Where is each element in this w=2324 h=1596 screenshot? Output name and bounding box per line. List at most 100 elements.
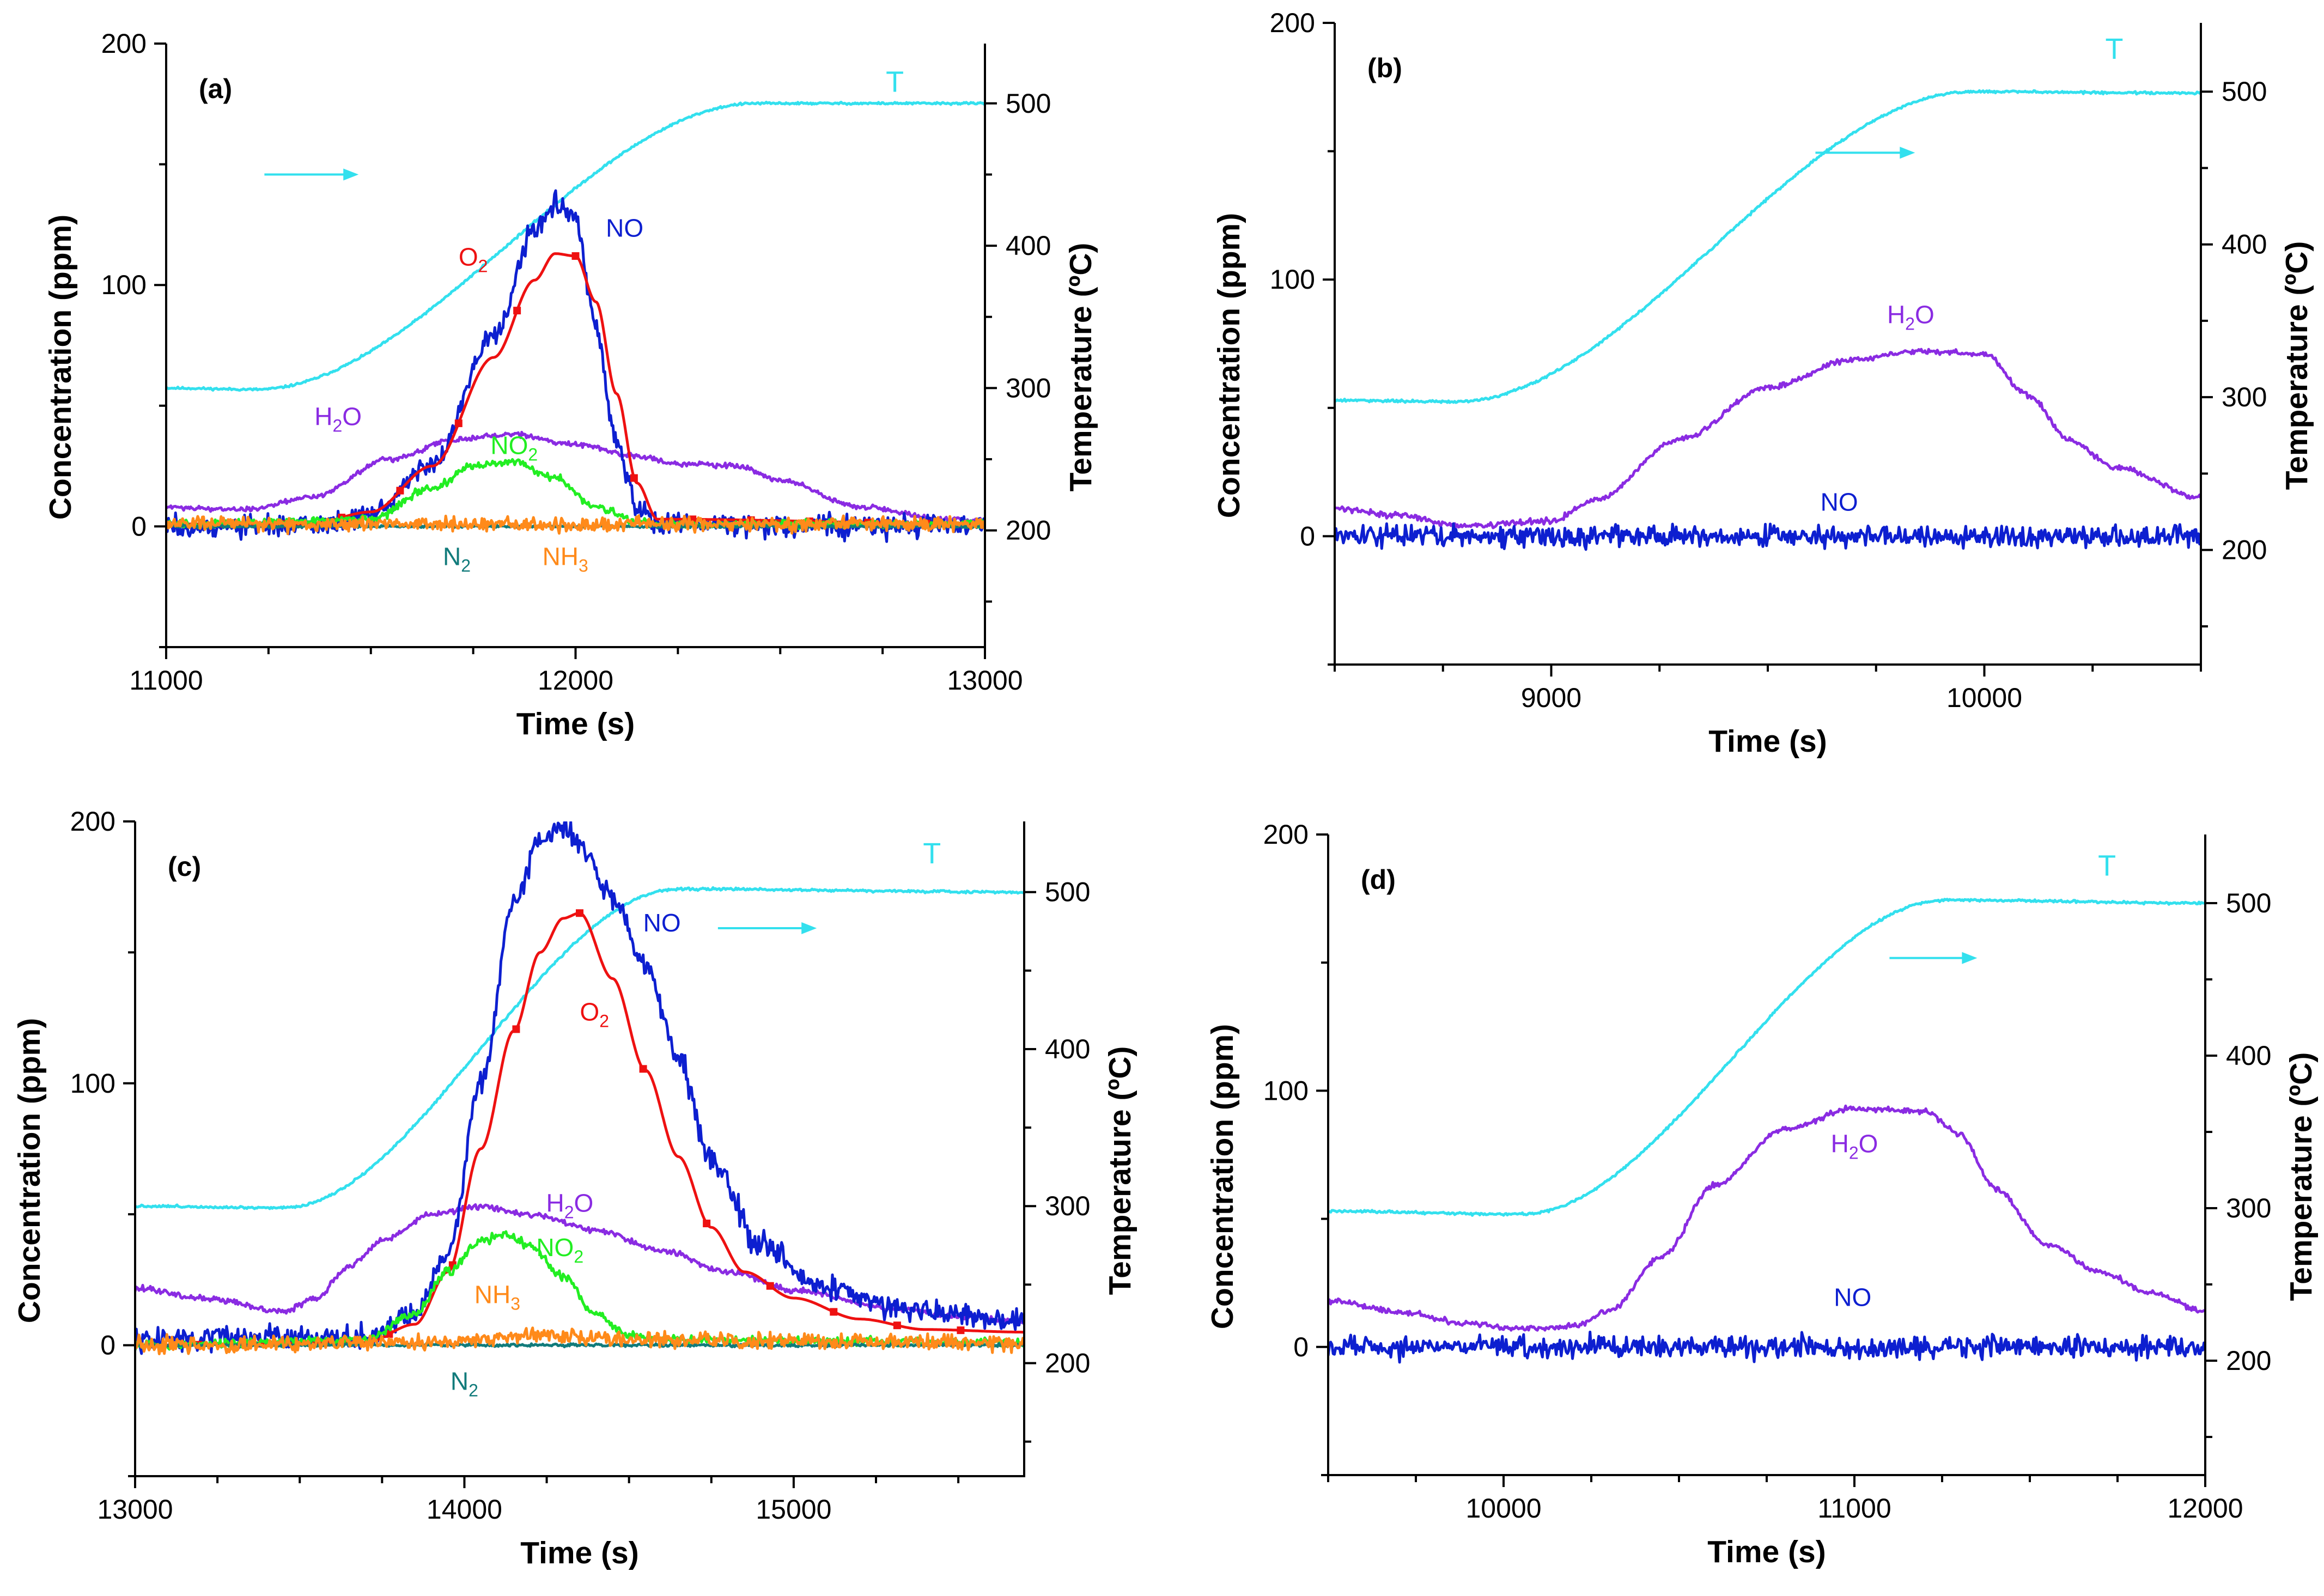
y-tick-label: 200 — [1263, 819, 1309, 850]
series-annotation: T — [2098, 849, 2116, 882]
series-t-line — [135, 886, 1024, 1210]
y-tick-label: 200 — [1270, 8, 1315, 38]
panel-label: (c) — [168, 851, 201, 882]
arrow-head-icon — [1962, 952, 1978, 964]
x-tick-label: 10000 — [1465, 1493, 1541, 1524]
y-tick-label: 0 — [100, 1330, 115, 1361]
x-tick-label: 13000 — [97, 1494, 173, 1525]
y2-tick-label: 200 — [2222, 535, 2267, 565]
y2-axis-title: Temperature (ºC) — [2284, 1052, 2319, 1301]
series-h2o-line — [1335, 348, 2201, 529]
x-tick-label: 12000 — [2167, 1493, 2243, 1524]
y2-tick-label: 200 — [1006, 515, 1051, 546]
panel-a: 11000 12000 13000 0 100 200 200 300 400 500 Time (… — [43, 28, 1098, 741]
panel-label: (d) — [1361, 864, 1396, 895]
series-h2o-line — [166, 430, 985, 524]
series-o2-line — [166, 252, 985, 526]
y2-axis-title: Temperature (ºC) — [1063, 243, 1098, 492]
panel-label: (a) — [199, 74, 232, 104]
series-no-line — [135, 821, 1024, 1355]
y-axis-title: Concentration (ppm) — [1212, 213, 1246, 518]
series-t-line — [1335, 89, 2201, 404]
y-tick-label: 200 — [101, 28, 147, 59]
series-nh3-line — [166, 514, 985, 535]
series-group — [166, 100, 985, 543]
series-no-line — [166, 189, 985, 543]
series-annotation: H2O — [1887, 300, 1934, 333]
series-annotation: NO — [606, 214, 643, 242]
x-tick-label: 11000 — [1817, 1493, 1891, 1524]
series-annotation: N2 — [443, 542, 471, 575]
series-nh3-line — [135, 1326, 1024, 1355]
y-axis-title: Concentration (ppm) — [12, 1018, 47, 1323]
x-tick-label: 14000 — [427, 1494, 502, 1525]
series-annotation: NH3 — [474, 1281, 520, 1314]
series-o2-marker — [512, 1025, 520, 1033]
arrow-head-icon — [801, 922, 817, 935]
y-tick-label: 100 — [101, 270, 147, 300]
y2-axis-title: Temperature (ºC) — [2279, 241, 2314, 490]
series-o2-marker — [766, 1282, 774, 1290]
axes-frame — [1327, 834, 2206, 1476]
y2-tick-label: 200 — [1045, 1348, 1090, 1378]
y2-tick-label: 300 — [1045, 1191, 1090, 1221]
series-o2-marker — [385, 1330, 393, 1338]
series-annotation: NH3 — [543, 542, 588, 575]
x-tick-label: 11000 — [129, 665, 203, 696]
series-annotation: NO2 — [536, 1233, 583, 1266]
series-o2-marker — [454, 419, 463, 428]
y-axis-title: Concentration (ppm) — [43, 215, 78, 520]
axes-frame — [134, 821, 1025, 1477]
panel-b: 9000 10000 0 100 200 200 300 400 500 Time (s) Conc… — [1212, 8, 2314, 759]
series-annotation: T — [2106, 33, 2124, 65]
y2-tick-label: 500 — [2226, 888, 2271, 918]
series-annotation: T — [886, 66, 904, 99]
series-o2-line — [135, 911, 1024, 1347]
y2-tick-label: 300 — [2226, 1193, 2271, 1223]
y2-tick-label: 400 — [1006, 230, 1051, 261]
series-group — [1335, 89, 2201, 551]
series-annotation: H2O — [546, 1189, 593, 1222]
series-group — [1328, 898, 2205, 1364]
series-annotation: H2O — [314, 402, 362, 435]
series-o2-marker — [893, 1321, 901, 1330]
series-o2-marker — [396, 486, 404, 495]
y2-tick-label: 400 — [1045, 1034, 1090, 1064]
y-tick-label: 100 — [1270, 264, 1315, 295]
y2-tick-label: 400 — [2222, 229, 2267, 260]
y-axis-title: Concentration (ppm) — [1205, 1024, 1240, 1329]
y2-tick-label: 500 — [1006, 88, 1051, 119]
series-o2-marker — [576, 909, 583, 917]
y-tick-label: 0 — [1293, 1332, 1309, 1362]
series-annotation: T — [923, 837, 941, 870]
series-o2-marker — [830, 1308, 838, 1316]
series-no-line — [1328, 1330, 2205, 1364]
series-o2-marker — [513, 307, 521, 315]
y-tick-label: 100 — [70, 1068, 115, 1099]
series-h2o-line — [135, 1203, 1024, 1324]
series-annotation: NO — [1834, 1283, 1871, 1312]
series-annotation: NO2 — [490, 431, 538, 464]
series-annotation: H2O — [1831, 1129, 1878, 1162]
series-t-line — [166, 100, 985, 392]
series-no-line — [1335, 522, 2201, 551]
series-o2-marker — [630, 474, 638, 482]
y-tick-label: 0 — [131, 511, 147, 541]
series-t-line — [1328, 898, 2205, 1217]
y-tick-label: 0 — [1300, 521, 1315, 551]
arrow-head-icon — [1900, 147, 1915, 159]
x-axis-title: Time (s) — [1707, 1534, 1826, 1569]
y-tick-label: 100 — [1263, 1075, 1309, 1106]
series-group — [135, 821, 1024, 1355]
panel-c: 13000 14000 15000 0 100 200 200 300 400 500 Time (… — [12, 806, 1137, 1570]
y2-tick-label: 500 — [2222, 76, 2267, 107]
series-annotation: NO — [1821, 488, 1858, 516]
panel-d: 10000 11000 12000 0 100 200 200 300 400 500 Time (… — [1205, 819, 2319, 1569]
x-tick-label: 15000 — [756, 1494, 831, 1525]
y2-tick-label: 300 — [2222, 382, 2267, 412]
x-tick-label: 13000 — [947, 665, 1023, 696]
y2-tick-label: 200 — [2226, 1345, 2271, 1376]
series-o2-marker — [703, 1220, 711, 1228]
x-axis-title: Time (s) — [516, 706, 635, 741]
